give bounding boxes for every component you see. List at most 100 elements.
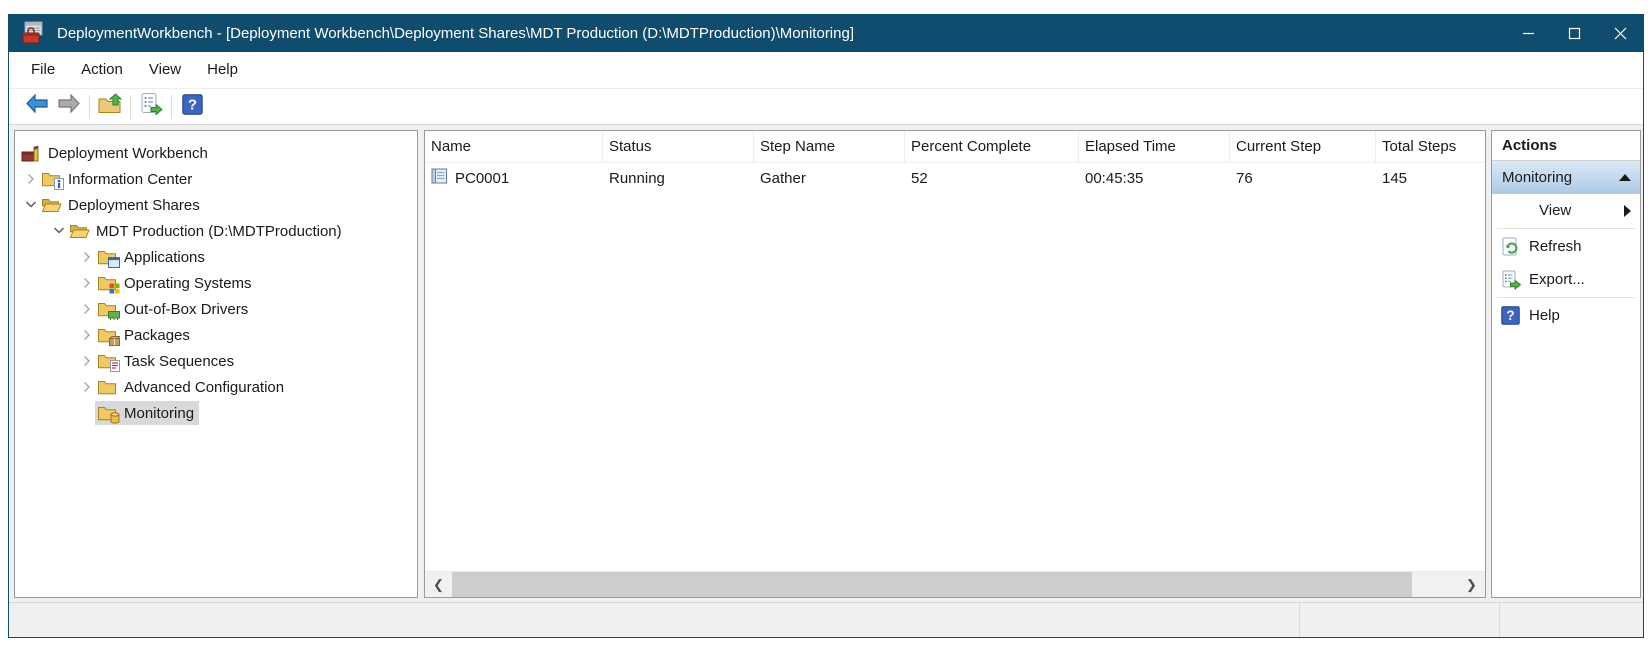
action-export[interactable]: Export... xyxy=(1492,263,1640,296)
applications-folder-icon xyxy=(97,249,120,268)
up-one-level-icon xyxy=(97,93,123,120)
tree-item-label: Deployment Shares xyxy=(68,196,200,214)
toolbar-separator xyxy=(89,94,90,119)
tree-item-out-of-box-drivers[interactable]: Out-of-Box Drivers xyxy=(15,296,417,322)
chevron-right-icon[interactable] xyxy=(79,329,95,341)
back-button[interactable] xyxy=(21,93,53,121)
tree-item-packages[interactable]: Packages xyxy=(15,322,417,348)
actions-group-label: Monitoring xyxy=(1502,169,1573,186)
menu-view[interactable]: View xyxy=(148,61,182,78)
minimize-button[interactable] xyxy=(1505,14,1551,52)
column-header-elapsed-time[interactable]: Elapsed Time xyxy=(1079,131,1230,162)
open-folder-icon xyxy=(69,223,90,240)
refresh-icon xyxy=(1501,237,1521,257)
cell-name: PC0001 xyxy=(455,169,510,187)
maximize-button[interactable] xyxy=(1551,14,1597,52)
tree-item-applications[interactable]: Applications xyxy=(15,244,417,270)
tree-item-deployment-workbench[interactable]: Deployment Workbench xyxy=(15,140,417,166)
submenu-arrow-icon xyxy=(1624,204,1631,217)
menu-file[interactable]: File xyxy=(31,61,56,78)
help-icon: ? xyxy=(1501,305,1521,326)
selected-tree-item[interactable]: Monitoring xyxy=(95,401,200,425)
tree-item-label: Monitoring xyxy=(124,404,195,422)
mmc-toolbox-app-icon xyxy=(22,21,48,45)
action-help[interactable]: ? Help xyxy=(1492,299,1640,332)
scroll-right-icon[interactable]: ❯ xyxy=(1466,577,1477,592)
chevron-right-icon[interactable] xyxy=(79,303,95,315)
tree-item-label: MDT Production (D:\MDTProduction) xyxy=(96,222,342,240)
table-row[interactable]: PC0001 Running Gather 52 00:45:35 76 145 xyxy=(425,163,1485,193)
export-list-button[interactable] xyxy=(135,93,167,121)
tree-item-label: Deployment Workbench xyxy=(48,144,208,162)
tree-item-label: Applications xyxy=(124,248,205,266)
chevron-right-icon[interactable] xyxy=(79,251,95,263)
actions-separator xyxy=(1497,228,1635,229)
status-bar xyxy=(9,602,1643,637)
drivers-folder-icon xyxy=(97,301,120,320)
column-header-current-step[interactable]: Current Step xyxy=(1230,131,1376,162)
status-bar-divider xyxy=(1499,603,1500,637)
tree-item-label: Operating Systems xyxy=(124,274,252,292)
tree-item-operating-systems[interactable]: Operating Systems xyxy=(15,270,417,296)
collapse-icon[interactable] xyxy=(1619,174,1631,181)
task-sequences-folder-icon xyxy=(97,353,120,372)
help-icon: ? xyxy=(181,93,203,120)
tree-item-advanced-configuration[interactable]: Advanced Configuration xyxy=(15,374,417,400)
export-list-icon xyxy=(139,92,163,121)
results-list-pane: Name Status Step Name Percent Complete E… xyxy=(424,130,1486,598)
cell-status: Running xyxy=(609,169,665,187)
actions-group-monitoring[interactable]: Monitoring xyxy=(1492,161,1640,194)
toolbar-separator xyxy=(130,94,131,119)
status-bar-divider xyxy=(1299,603,1300,637)
column-header-step-name[interactable]: Step Name xyxy=(754,131,905,162)
action-label: Help xyxy=(1529,307,1560,324)
tree-item-monitoring[interactable]: Monitoring xyxy=(15,400,417,426)
action-label: Refresh xyxy=(1529,238,1582,255)
up-one-level-button[interactable] xyxy=(94,93,126,121)
actions-separator xyxy=(1497,297,1635,298)
monitoring-folder-icon xyxy=(97,405,120,424)
help-button[interactable]: ? xyxy=(176,93,208,121)
action-view[interactable]: View xyxy=(1492,194,1640,227)
list-header: Name Status Step Name Percent Complete E… xyxy=(425,131,1485,163)
chevron-down-icon[interactable] xyxy=(23,201,39,209)
export-icon xyxy=(1501,270,1522,290)
column-header-name[interactable]: Name xyxy=(425,131,603,162)
tree-item-information-center[interactable]: Information Center xyxy=(15,166,417,192)
toolbar-separator xyxy=(171,94,172,119)
action-label: View xyxy=(1539,202,1572,219)
tree-item-label: Advanced Configuration xyxy=(124,378,285,396)
cell-current-step: 76 xyxy=(1236,169,1253,187)
cell-total-steps: 145 xyxy=(1382,169,1408,187)
tree-item-mdt-production[interactable]: MDT Production (D:\MDTProduction) xyxy=(15,218,417,244)
column-header-percent-complete[interactable]: Percent Complete xyxy=(905,131,1079,162)
tree-item-task-sequences[interactable]: Task Sequences xyxy=(15,348,417,374)
packages-folder-icon xyxy=(97,327,120,346)
tree-item-deployment-shares[interactable]: Deployment Shares xyxy=(15,192,417,218)
cell-step-name: Gather xyxy=(760,169,806,187)
information-center-folder-icon xyxy=(41,171,64,190)
column-header-status[interactable]: Status xyxy=(603,131,754,162)
tree-item-label: Out-of-Box Drivers xyxy=(124,300,249,318)
close-button[interactable] xyxy=(1597,14,1643,52)
menu-action[interactable]: Action xyxy=(81,61,123,78)
cell-percent-complete: 52 xyxy=(911,169,928,187)
folder-icon xyxy=(97,379,118,396)
forward-button[interactable] xyxy=(53,93,85,121)
back-icon xyxy=(25,93,49,120)
scrollbar-thumb[interactable] xyxy=(452,572,1412,597)
horizontal-scrollbar[interactable]: ❮ ❯ xyxy=(425,571,1485,597)
menu-help[interactable]: Help xyxy=(207,61,238,78)
chevron-right-icon[interactable] xyxy=(79,355,95,367)
column-header-total-steps[interactable]: Total Steps xyxy=(1382,138,1457,155)
actions-pane: Actions Monitoring View Refresh xyxy=(1491,130,1641,598)
chevron-right-icon[interactable] xyxy=(79,277,95,289)
toolbar: ? xyxy=(9,89,1643,125)
action-refresh[interactable]: Refresh xyxy=(1492,230,1640,263)
scroll-left-icon[interactable]: ❮ xyxy=(433,577,444,592)
workbench-icon xyxy=(21,145,42,162)
chevron-down-icon[interactable] xyxy=(51,227,67,235)
chevron-right-icon[interactable] xyxy=(23,173,39,185)
deployment-workbench-window: DeploymentWorkbench - [Deployment Workbe… xyxy=(8,14,1644,638)
chevron-right-icon[interactable] xyxy=(79,381,95,393)
